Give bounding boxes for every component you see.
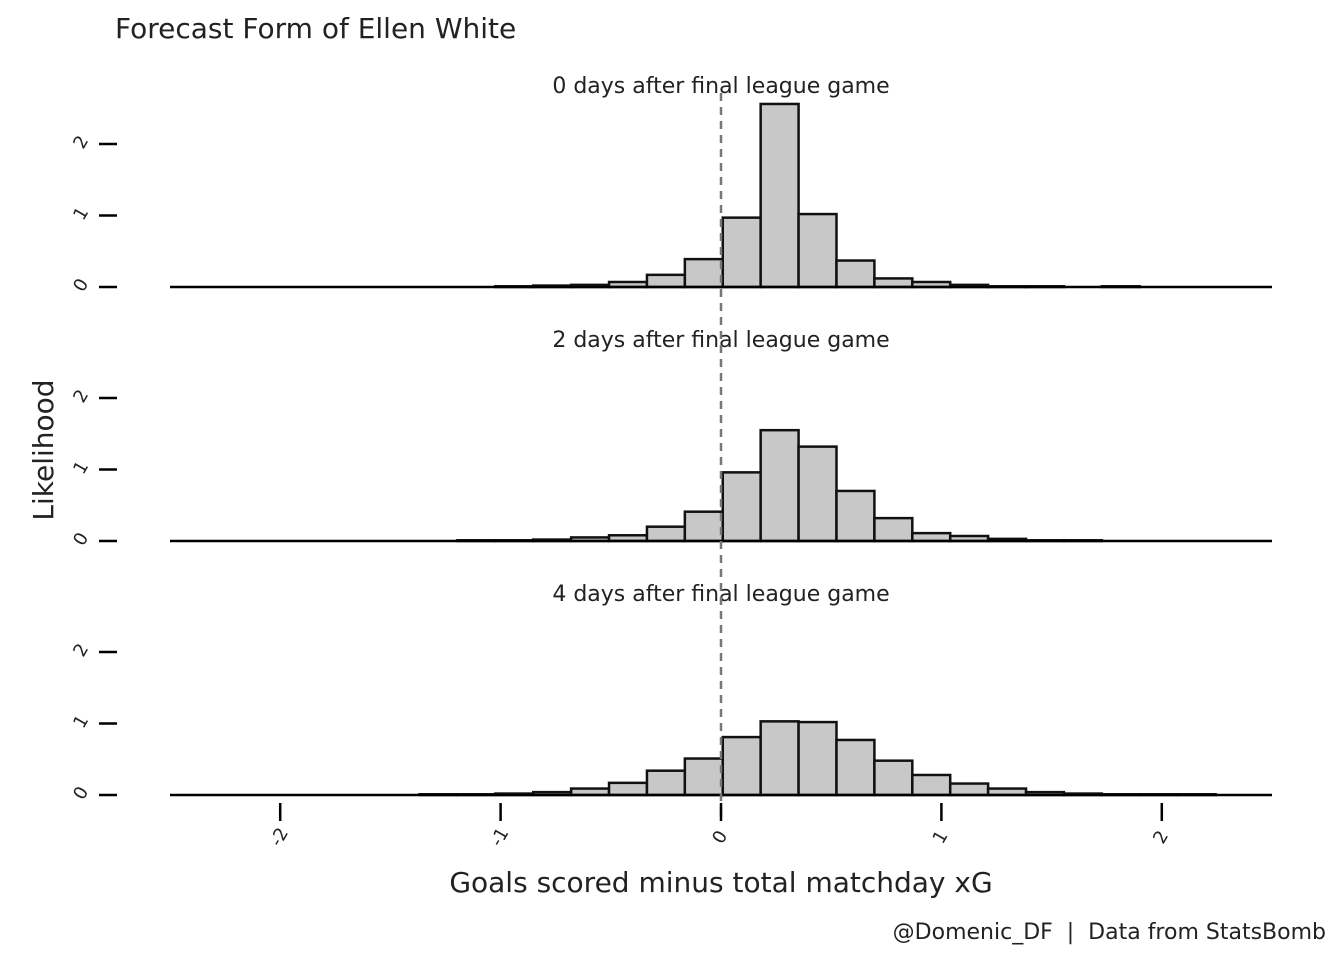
x-tick-label: 0: [708, 827, 732, 847]
histogram-bar: [721, 735, 762, 797]
y-tick-label: 2: [69, 386, 93, 406]
caption: @Domenic_DF | Data from StatsBomb: [893, 920, 1326, 945]
axes: -2 -1 0 1 2: [266, 93, 1173, 850]
histogram-bar: [645, 525, 687, 543]
histogram-bar: [797, 720, 838, 797]
y-tick-label: 2: [69, 640, 93, 660]
x-tick-label: -1: [486, 824, 513, 850]
histogram-bar: [683, 757, 725, 797]
histogram-bar: [797, 212, 838, 289]
histogram-bar: [683, 257, 725, 289]
histogram-bar: [683, 510, 725, 543]
histogram-bar: [835, 259, 876, 289]
y-tick-label: 2: [69, 132, 93, 152]
histogram-bar: [645, 769, 687, 797]
x-tick-label: -2: [266, 824, 293, 850]
y-tick-label: 0: [69, 529, 93, 549]
histogram-bar: [948, 782, 990, 797]
histogram-bar: [721, 471, 762, 543]
histogram-bar: [759, 102, 800, 289]
histogram-bar: [873, 516, 914, 543]
histogram-bar: [911, 773, 952, 797]
y-tick-label: 1: [69, 458, 93, 478]
y-tick-label: 1: [69, 204, 93, 224]
histogram-bar: [721, 216, 762, 289]
histogram-bar: [645, 273, 687, 289]
histogram-bar: [759, 428, 800, 543]
x-axis-label: Goals scored minus total matchday xG: [449, 866, 992, 899]
x-tick-label: 2: [1149, 827, 1173, 847]
histogram-bar: [607, 781, 649, 797]
x-tick-label: 1: [929, 827, 953, 847]
y-tick-label: 0: [69, 783, 93, 803]
chart-title: Forecast Form of Ellen White: [115, 12, 516, 45]
histogram-bar: [759, 720, 800, 797]
y-tick-label: 0: [69, 275, 93, 295]
histogram-bar: [835, 738, 876, 797]
histogram-bar: [873, 759, 914, 797]
y-axis-label: Likelihood: [27, 379, 60, 520]
histogram-bar: [835, 489, 876, 543]
histogram-bar: [797, 445, 838, 543]
y-tick-label: 1: [69, 712, 93, 732]
histogram-bar: [873, 277, 914, 289]
